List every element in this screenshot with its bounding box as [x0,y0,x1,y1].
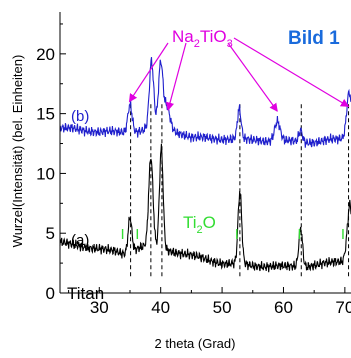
y-tick-label: 10 [36,164,55,183]
x-tick-label: 70 [335,298,351,317]
series-layer [59,57,351,273]
x-axis-label: 2 theta (Grad) [155,336,236,351]
y-tick-label: 5 [46,224,55,243]
axes-layer: 30 40 50 60 70 0 5 10 15 20 [36,12,351,317]
reference-lines [130,104,350,277]
ti2o-label-sub: 2 [197,224,203,236]
titan-label: Titan [67,284,104,303]
ti2o-label-ti: Ti [183,213,197,232]
y-tick-label: 0 [46,284,55,303]
x-tick-label: 30 [90,298,109,317]
chart-title: Bild 1 [288,28,340,49]
y-tick-label: 20 [36,45,55,64]
series-a-line [59,143,351,273]
x-tick-label: 60 [274,298,293,317]
ti2o-marker: I [121,226,125,243]
y-axis-label: Wurzel(Intensität) (bel. Einheiten) [10,55,25,248]
ti2o-marker: I [235,226,239,243]
y-tick-label: 15 [36,105,55,124]
series-b-label: (b) [71,108,89,125]
ti2o-marker: I [135,226,139,243]
ti2o-label: Ti2O [183,213,216,236]
series-b-line [59,57,351,148]
na2tio3-label-sub2: 3 [227,38,233,50]
na2tio3-arrow [227,42,278,112]
x-tick-label: 50 [213,298,232,317]
series-a-label: (a) [71,232,89,249]
na2tio3-label: Na2TiO3 [172,27,233,50]
na2tio3-arrow [233,37,350,107]
ti2o-marker: I [297,226,301,243]
ti2o-marker: I [341,226,345,243]
na2tio3-arrow [165,42,187,111]
na2tio3-label-tio: TiO [200,27,227,46]
na2tio3-label-sub1: 2 [194,38,200,50]
na2tio3-label-na: Na [172,27,194,46]
ti2o-label-o: O [203,213,216,232]
x-tick-label: 40 [151,298,170,317]
na2tio3-arrow [128,42,169,103]
